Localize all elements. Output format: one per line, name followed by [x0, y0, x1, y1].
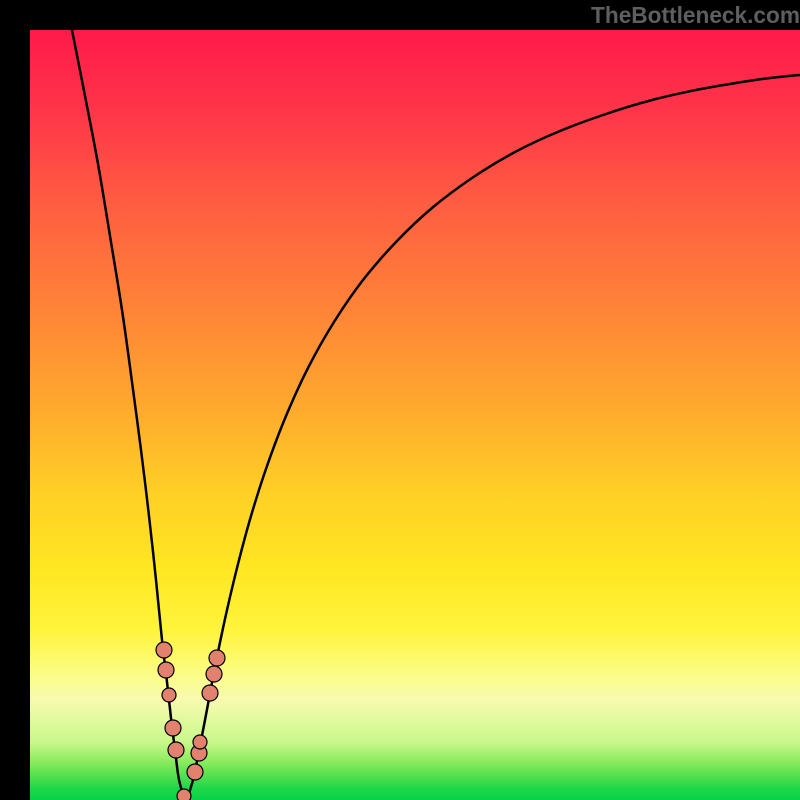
data-marker [206, 666, 222, 682]
plot-area [30, 30, 800, 800]
data-marker [193, 735, 207, 749]
data-marker [202, 685, 218, 701]
data-marker [156, 642, 172, 658]
data-marker [162, 688, 176, 702]
data-marker [168, 742, 184, 758]
left-branch-curve [72, 30, 186, 800]
chart-frame: TheBottleneck.com [0, 0, 800, 800]
right-branch-curve [186, 75, 800, 800]
watermark-text: TheBottleneck.com [591, 2, 800, 29]
data-marker [209, 650, 225, 666]
data-marker [187, 764, 203, 780]
data-marker [177, 789, 191, 800]
data-marker [165, 720, 181, 736]
data-marker [158, 662, 174, 678]
curves-layer [30, 30, 800, 800]
